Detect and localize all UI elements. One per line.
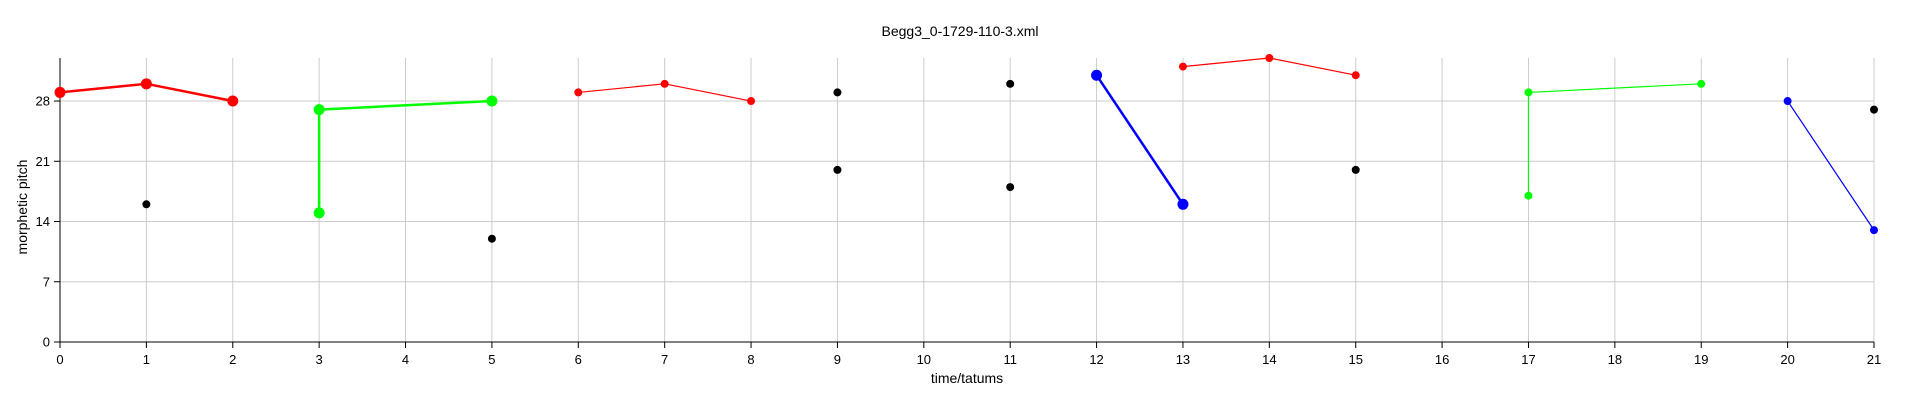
data-point bbox=[1870, 226, 1878, 235]
data-point bbox=[486, 95, 498, 107]
x-tick-label: 11 bbox=[1003, 352, 1017, 367]
y-tick-label: 21 bbox=[36, 154, 50, 169]
y-tick-labels: 0 7 14 21 28 bbox=[36, 94, 50, 350]
series-line bbox=[1787, 100, 1875, 231]
data-point bbox=[1783, 97, 1792, 106]
data-point bbox=[747, 97, 756, 106]
data-point bbox=[1265, 54, 1274, 62]
y-tick-label: 0 bbox=[43, 335, 50, 350]
data-point bbox=[140, 78, 152, 90]
data-point bbox=[1351, 165, 1360, 174]
series-0 bbox=[54, 78, 239, 107]
data-point bbox=[833, 165, 842, 174]
series-5 bbox=[1524, 79, 1706, 200]
axes bbox=[54, 58, 1875, 348]
x-tick-label: 5 bbox=[488, 352, 495, 367]
data-point bbox=[313, 207, 325, 219]
y-tick-label: 14 bbox=[36, 214, 50, 229]
series-7 bbox=[142, 79, 1878, 243]
x-tick-label: 20 bbox=[1780, 352, 1794, 367]
x-tick-label: 21 bbox=[1867, 352, 1881, 367]
x-tick-label: 1 bbox=[143, 352, 150, 367]
x-tick-label: 8 bbox=[747, 352, 754, 367]
data-point bbox=[1524, 191, 1533, 200]
x-tick-label: 9 bbox=[834, 352, 841, 367]
data-point bbox=[660, 79, 669, 88]
x-tick-label: 17 bbox=[1521, 352, 1535, 367]
x-axis-label: time/tatums bbox=[931, 370, 1003, 386]
x-tick-label: 15 bbox=[1348, 352, 1362, 367]
series-3 bbox=[1091, 69, 1189, 210]
x-tick-label: 6 bbox=[575, 352, 582, 367]
x-tick-label: 13 bbox=[1176, 352, 1190, 367]
data-point bbox=[1524, 88, 1533, 97]
data-point bbox=[227, 95, 239, 107]
x-tick-label: 12 bbox=[1089, 352, 1103, 367]
series-layer bbox=[54, 54, 1878, 243]
x-tick-label: 18 bbox=[1608, 352, 1622, 367]
data-point bbox=[1177, 198, 1189, 210]
x-tick-label: 10 bbox=[917, 352, 931, 367]
x-tick-labels: 0 1 2 3 4 5 6 7 8 9 10 11 12 13 14 15 16 17 18 19 20 21 bbox=[56, 352, 1881, 367]
data-point bbox=[833, 88, 842, 97]
series-4 bbox=[1178, 54, 1360, 80]
x-tick-label: 7 bbox=[661, 352, 668, 367]
data-point bbox=[54, 86, 66, 98]
data-point bbox=[1091, 69, 1103, 81]
series-1 bbox=[313, 95, 498, 219]
data-point bbox=[574, 88, 583, 97]
x-tick-label: 14 bbox=[1262, 352, 1276, 367]
series-6 bbox=[1783, 97, 1878, 235]
x-tick-label: 3 bbox=[316, 352, 323, 367]
series-2 bbox=[574, 79, 756, 106]
series-line bbox=[1095, 74, 1184, 205]
x-tick-label: 16 bbox=[1435, 352, 1449, 367]
y-tick-label: 28 bbox=[36, 94, 50, 109]
x-tick-label: 2 bbox=[229, 352, 236, 367]
grid bbox=[59, 58, 1875, 343]
y-axis-label: morphetic pitch bbox=[14, 160, 30, 255]
data-point bbox=[313, 104, 325, 116]
data-point bbox=[1351, 71, 1360, 80]
chart-title: Begg3_0-1729-110-3.xml bbox=[882, 23, 1039, 39]
x-tick-label: 19 bbox=[1694, 352, 1708, 367]
data-point bbox=[487, 234, 496, 243]
x-tick-label: 4 bbox=[402, 352, 409, 367]
data-point bbox=[1697, 79, 1706, 88]
data-point bbox=[1006, 183, 1015, 192]
y-tick-label: 7 bbox=[43, 274, 50, 289]
data-point bbox=[1006, 79, 1015, 88]
data-point bbox=[142, 200, 151, 209]
data-point bbox=[1870, 105, 1878, 114]
x-tick-label: 0 bbox=[56, 352, 63, 367]
data-point bbox=[1178, 62, 1187, 71]
